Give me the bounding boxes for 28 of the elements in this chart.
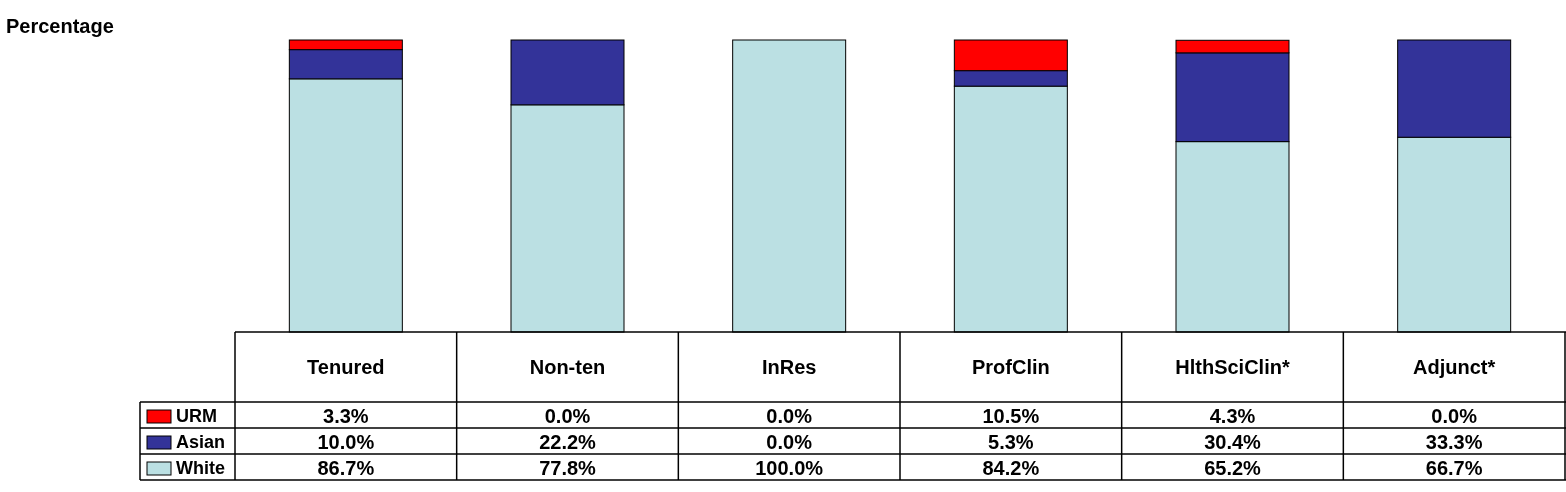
x-tick-label: Non-ten	[529, 356, 606, 378]
data-label: 30.4%	[1204, 431, 1262, 453]
legend-label: URM	[176, 406, 217, 426]
data-label: 0.0%	[1431, 405, 1478, 427]
x-tick-label: Adjunct*	[1413, 356, 1496, 378]
data-label: 3.3%	[323, 405, 369, 427]
data-label: 4.3%	[1209, 405, 1256, 427]
text: Percentage	[6, 15, 114, 37]
data-label: 65.2%	[1204, 457, 1262, 479]
data-label: 84.2%	[982, 457, 1040, 479]
x-tick-label: Tenured	[307, 356, 385, 378]
data-label: 0.0%	[766, 405, 813, 427]
data-label: 77.8%	[539, 457, 597, 479]
x-tick-label: ProfClin	[971, 356, 1050, 378]
data-label: 86.7%	[317, 457, 375, 479]
data-label: 5.3%	[988, 431, 1034, 453]
data-label: 0.0%	[544, 405, 591, 427]
x-tick-label: InRes	[761, 356, 817, 378]
data-label: 33.3%	[1425, 431, 1483, 453]
legend-label: Asian	[176, 432, 226, 452]
data-label: 66.7%	[1425, 457, 1483, 479]
legend-label: White	[176, 458, 225, 478]
data-label: 100.0%	[755, 457, 824, 479]
x-tick-label: HlthSciClin*	[1175, 356, 1290, 378]
data-label: 22.2%	[539, 431, 597, 453]
data-label: 10.0%	[317, 431, 375, 453]
data-label: 10.5%	[982, 405, 1040, 427]
data-label: 0.0%	[766, 431, 813, 453]
